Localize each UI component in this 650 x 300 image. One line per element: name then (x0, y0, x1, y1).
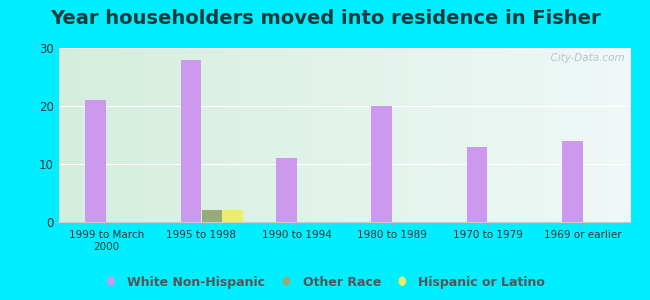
Text: Year householders moved into residence in Fisher: Year householders moved into residence i… (49, 9, 601, 28)
Bar (202, 210, 222, 222)
Bar (276, 158, 297, 222)
Bar (222, 210, 244, 222)
Bar (371, 106, 392, 222)
Bar (562, 141, 583, 222)
Bar (467, 147, 488, 222)
Bar (181, 60, 202, 222)
Text: City-Data.com: City-Data.com (544, 53, 625, 63)
Bar (85, 100, 106, 222)
Legend: White Non-Hispanic, Other Race, Hispanic or Latino: White Non-Hispanic, Other Race, Hispanic… (99, 271, 551, 294)
